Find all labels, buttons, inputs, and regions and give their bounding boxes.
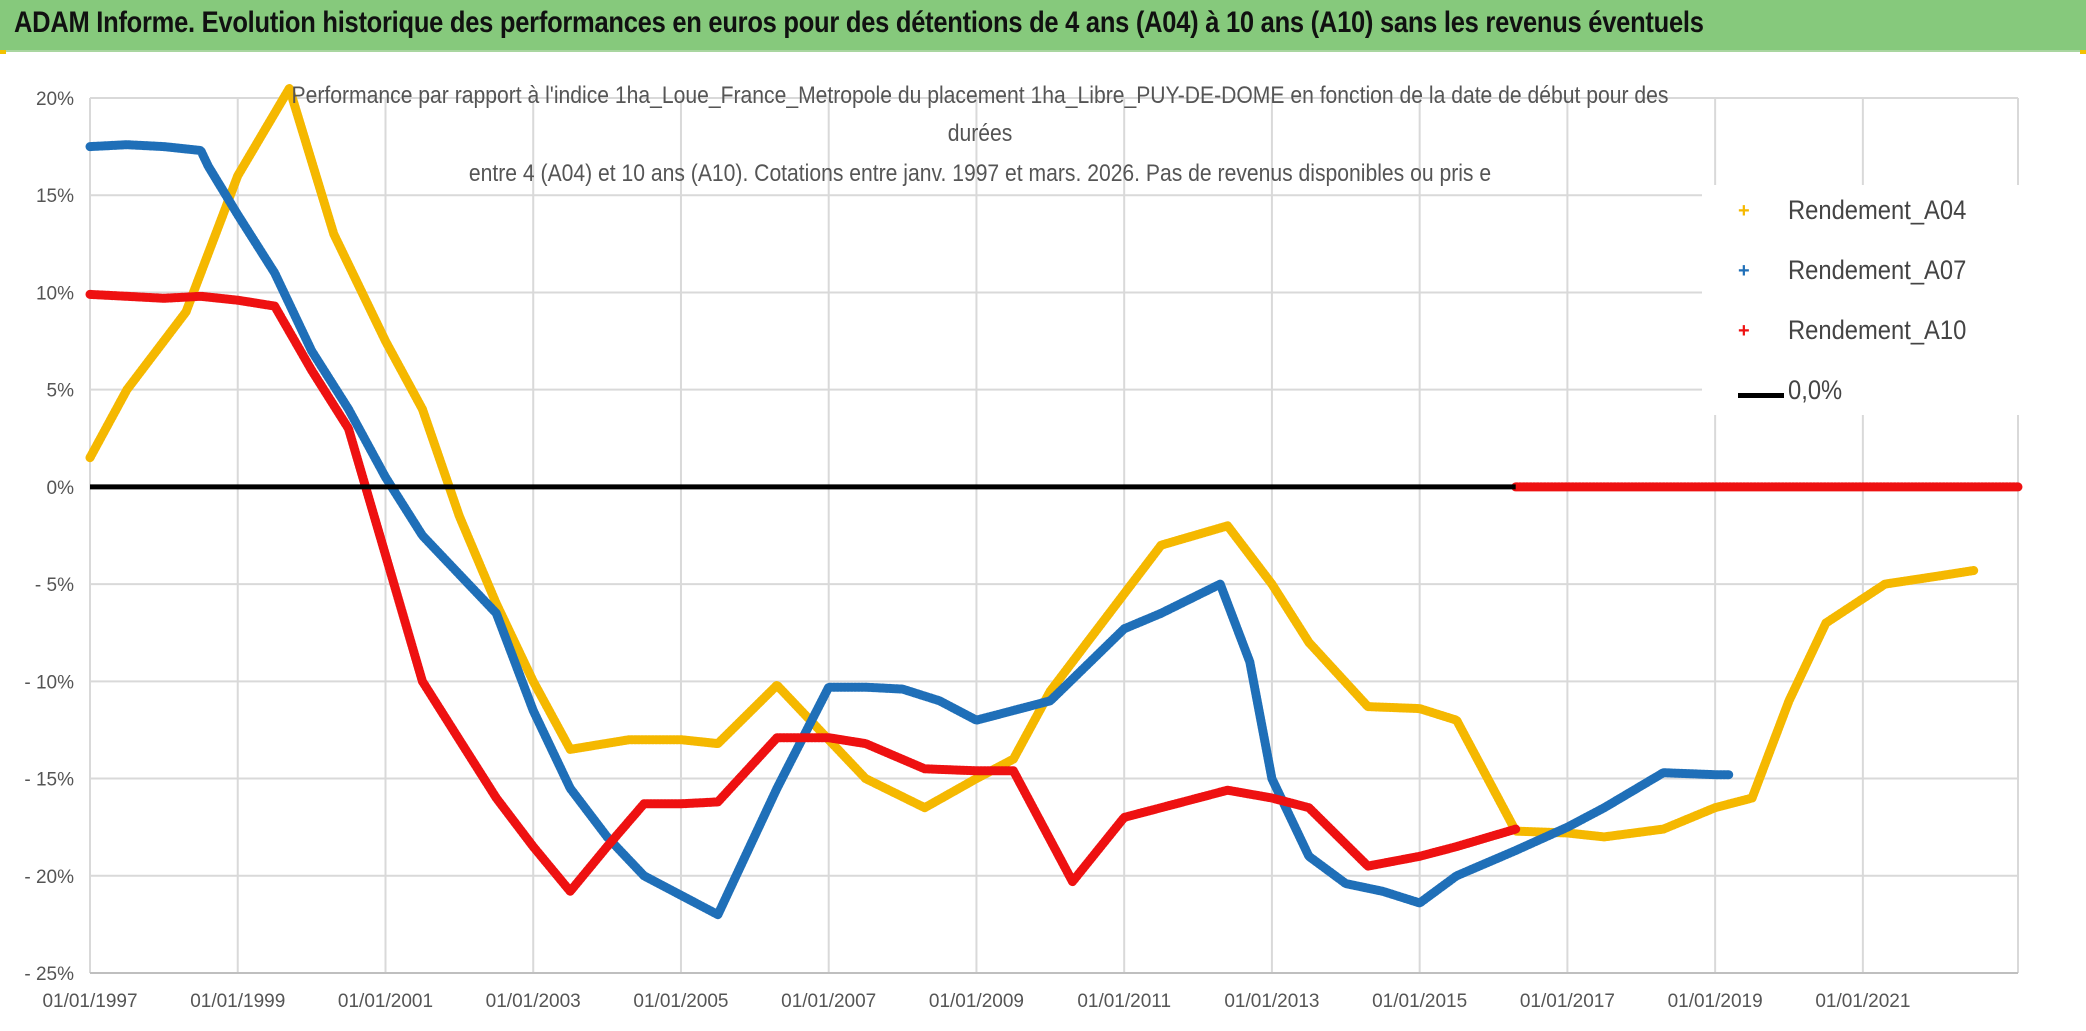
- chart-title-line-2: durées: [947, 120, 1013, 147]
- x-tick-label: 01/01/2007: [781, 991, 876, 1012]
- chart-title-line-3: entre 4 (A04) et 10 ans (A10). Cotations…: [468, 160, 1492, 187]
- x-tick-label: 01/01/2017: [1520, 991, 1615, 1012]
- y-tick-label: 15%: [36, 186, 74, 207]
- legend-marker-a04: +: [1738, 200, 1750, 222]
- tick-layer: 20% 15% 10% 5% 0% - 5% - 10% - 15% - 20% - 25% 01/…: [24, 89, 1910, 1012]
- legend-line-zero: [1738, 393, 1784, 398]
- series-line-rendement_a10: [85, 289, 1521, 896]
- legend-label-a07: Rendement_A07: [1788, 255, 1967, 285]
- y-tick-label: - 10%: [24, 672, 74, 693]
- x-tick-label: 01/01/2009: [929, 991, 1024, 1012]
- y-tick-label: 0%: [47, 478, 75, 499]
- x-tick-label: 01/01/2001: [338, 991, 433, 1012]
- y-tick-label: - 20%: [24, 867, 74, 888]
- x-tick-label: 01/01/1999: [190, 991, 285, 1012]
- corner-decoration-right: [2080, 50, 2086, 54]
- y-tick-label: 10%: [36, 283, 74, 304]
- y-tick-label: - 15%: [24, 770, 74, 791]
- header-banner: ADAM Informe. Evolution historique des p…: [0, 0, 2086, 52]
- x-tick-label: 01/01/1997: [42, 991, 137, 1012]
- y-tick-label: 5%: [47, 381, 75, 402]
- x-tick-label: 01/01/2011: [1077, 991, 1171, 1012]
- corner-decoration-left: [0, 50, 6, 54]
- x-tick-label: 01/01/2021: [1815, 991, 1910, 1012]
- y-tick-label: - 25%: [24, 964, 74, 985]
- x-tick-label: 01/01/2019: [1668, 991, 1763, 1012]
- legend-marker-a07: +: [1738, 260, 1750, 282]
- x-tick-label: 01/01/2015: [1372, 991, 1467, 1012]
- x-tick-label: 01/01/2013: [1224, 991, 1319, 1012]
- legend-label-zero: 0,0%: [1788, 375, 1843, 405]
- chart-title-line-1: Performance par rapport à l'indice 1ha_L…: [291, 82, 1669, 109]
- y-tick-label: 20%: [36, 89, 74, 110]
- y-tick-label: - 5%: [35, 575, 74, 596]
- legend-label-a10: Rendement_A10: [1788, 315, 1967, 345]
- series-line-rendement_a07: [85, 140, 1735, 920]
- chart-legend: + Rendement_A04 + Rendement_A07 + Rendem…: [1702, 185, 2022, 415]
- x-tick-label: 01/01/2005: [633, 991, 728, 1012]
- page-title: ADAM Informe. Evolution historique des p…: [14, 6, 1704, 39]
- series-layer: [85, 83, 2023, 920]
- legend-marker-a10: +: [1738, 320, 1750, 342]
- legend-label-a04: Rendement_A04: [1788, 195, 1967, 225]
- x-tick-label: 01/01/2003: [486, 991, 581, 1012]
